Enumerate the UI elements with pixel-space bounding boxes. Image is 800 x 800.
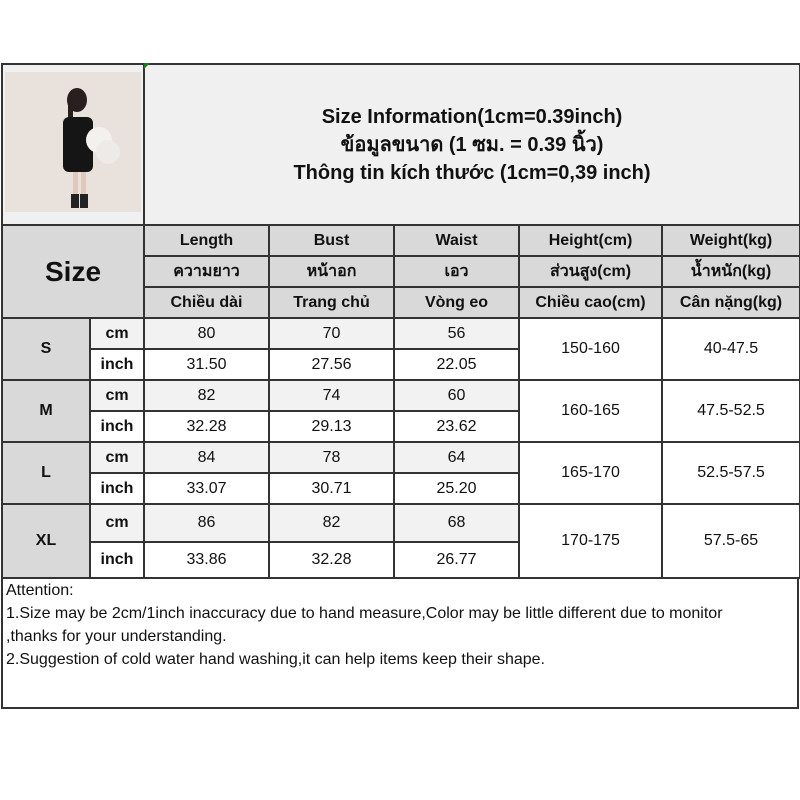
measure-cell: 64 bbox=[393, 441, 520, 474]
height-cell: 150-160 bbox=[518, 317, 663, 381]
measure-cell: 80 bbox=[143, 317, 270, 350]
size-cell: L bbox=[1, 441, 91, 505]
weight-cell: 47.5-52.5 bbox=[660, 379, 800, 443]
model-photo-image bbox=[5, 72, 141, 212]
size-cell: XL bbox=[1, 503, 91, 579]
title-cell: Size Information(1cm=0.39inch) ข้อมูลขนา… bbox=[142, 63, 800, 226]
measure-cell: 68 bbox=[393, 503, 520, 543]
unit-cell: inch bbox=[89, 541, 145, 579]
header-height-vi: Chiều cao(cm) bbox=[518, 286, 663, 319]
weight-cell: 52.5-57.5 bbox=[660, 441, 800, 505]
header-waist-vi: Vòng eo bbox=[393, 286, 520, 319]
header-bust: Bust bbox=[268, 224, 395, 257]
table-row: inch 33.86 32.28 26.77 bbox=[2, 541, 800, 579]
table-row: inch 33.07 30.71 25.20 bbox=[2, 472, 800, 505]
header-height: Height(cm) bbox=[518, 224, 663, 257]
unit-cell: cm bbox=[89, 317, 145, 350]
cell-marker bbox=[144, 63, 150, 69]
attention-line-1-cont: ,thanks for your understanding. bbox=[6, 628, 227, 645]
measure-cell: 32.28 bbox=[268, 541, 395, 579]
size-table: Size Information(1cm=0.39inch) ข้อมูลขนา… bbox=[1, 63, 800, 579]
measure-cell: 84 bbox=[143, 441, 270, 474]
size-cell: S bbox=[1, 317, 91, 381]
measure-cell: 22.05 bbox=[393, 348, 520, 381]
attention-title: Attention: bbox=[6, 582, 74, 599]
header-length-th: ความยาว bbox=[143, 255, 270, 288]
unit-cell: inch bbox=[89, 348, 145, 381]
measure-cell: 33.07 bbox=[143, 472, 270, 505]
weight-cell: 57.5-65 bbox=[660, 503, 800, 579]
title-vi: Thông tin kích thước (1cm=0,39 inch) bbox=[293, 161, 651, 184]
height-cell: 170-175 bbox=[518, 503, 663, 579]
header-bust-vi: Trang chủ bbox=[268, 286, 395, 319]
size-cell: M bbox=[1, 379, 91, 443]
measure-cell: 23.62 bbox=[393, 410, 520, 443]
attention-line-1: 1.Size may be 2cm/1inch inaccuracy due t… bbox=[6, 605, 723, 622]
header-weight-vi: Cân nặng(kg) bbox=[660, 286, 800, 319]
measure-cell: 32.28 bbox=[143, 410, 270, 443]
header-length: Length bbox=[143, 224, 270, 257]
measure-cell: 86 bbox=[143, 503, 270, 543]
unit-cell: cm bbox=[89, 441, 145, 474]
header-waist: Waist bbox=[393, 224, 520, 257]
table-row: inch 32.28 29.13 23.62 bbox=[2, 410, 800, 443]
measure-cell: 26.77 bbox=[393, 541, 520, 579]
measure-cell: 27.56 bbox=[268, 348, 395, 381]
weight-cell: 40-47.5 bbox=[660, 317, 800, 381]
measure-cell: 82 bbox=[143, 379, 270, 412]
header-weight-th: น้ำหนัก(kg) bbox=[660, 255, 800, 288]
table-row: XL cm 86 82 68 170-175 57.5-65 bbox=[1, 503, 800, 579]
header-length-vi: Chiều dài bbox=[143, 286, 270, 319]
measure-cell: 25.20 bbox=[393, 472, 520, 505]
measure-cell: 60 bbox=[393, 379, 520, 412]
unit-cell: inch bbox=[89, 472, 145, 505]
size-header: Size bbox=[1, 224, 145, 319]
measure-cell: 78 bbox=[268, 441, 395, 474]
header-waist-th: เอว bbox=[393, 255, 520, 288]
measure-cell: 56 bbox=[393, 317, 520, 350]
product-photo bbox=[1, 63, 145, 226]
measure-cell: 33.86 bbox=[143, 541, 270, 579]
measure-cell: 82 bbox=[268, 503, 395, 543]
unit-cell: cm bbox=[89, 379, 145, 412]
header-weight: Weight(kg) bbox=[660, 224, 800, 257]
measure-cell: 31.50 bbox=[143, 348, 270, 381]
measure-cell: 70 bbox=[268, 317, 395, 350]
title-th: ข้อมูลขนาด (1 ซม. = 0.39 นิ้ว) bbox=[340, 133, 604, 156]
height-cell: 160-165 bbox=[518, 379, 663, 443]
attention-note: Attention: 1.Size may be 2cm/1inch inacc… bbox=[1, 579, 799, 709]
attention-line-2: 2.Suggestion of cold water hand washing,… bbox=[6, 651, 545, 668]
unit-cell: inch bbox=[89, 410, 145, 443]
height-cell: 165-170 bbox=[518, 441, 663, 505]
measure-cell: 74 bbox=[268, 379, 395, 412]
title-en: Size Information(1cm=0.39inch) bbox=[321, 105, 623, 128]
header-bust-th: หน้าอก bbox=[268, 255, 395, 288]
measure-cell: 29.13 bbox=[268, 410, 395, 443]
size-chart: Size Information(1cm=0.39inch) ข้อมูลขนา… bbox=[1, 63, 800, 709]
measure-cell: 30.71 bbox=[268, 472, 395, 505]
unit-cell: cm bbox=[89, 503, 145, 543]
table-row: inch 31.50 27.56 22.05 bbox=[2, 348, 800, 381]
header-height-th: ส่วนสูง(cm) bbox=[518, 255, 663, 288]
